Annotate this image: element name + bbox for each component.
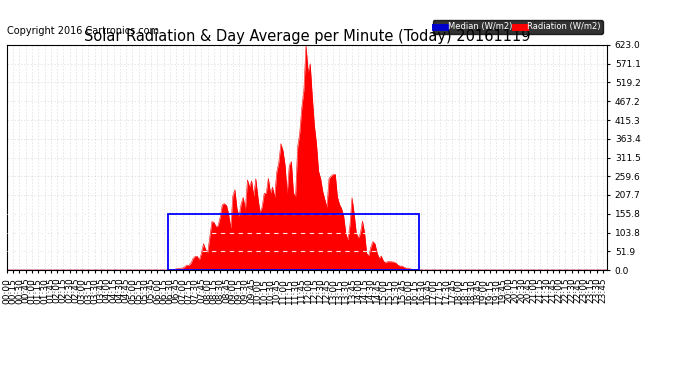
Title: Solar Radiation & Day Average per Minute (Today) 20161119: Solar Radiation & Day Average per Minute… [83,29,531,44]
Legend: Median (W/m2), Radiation (W/m2): Median (W/m2), Radiation (W/m2) [433,20,603,34]
Bar [168,214,419,270]
Text: Copyright 2016 Cartronics.com: Copyright 2016 Cartronics.com [7,26,159,36]
